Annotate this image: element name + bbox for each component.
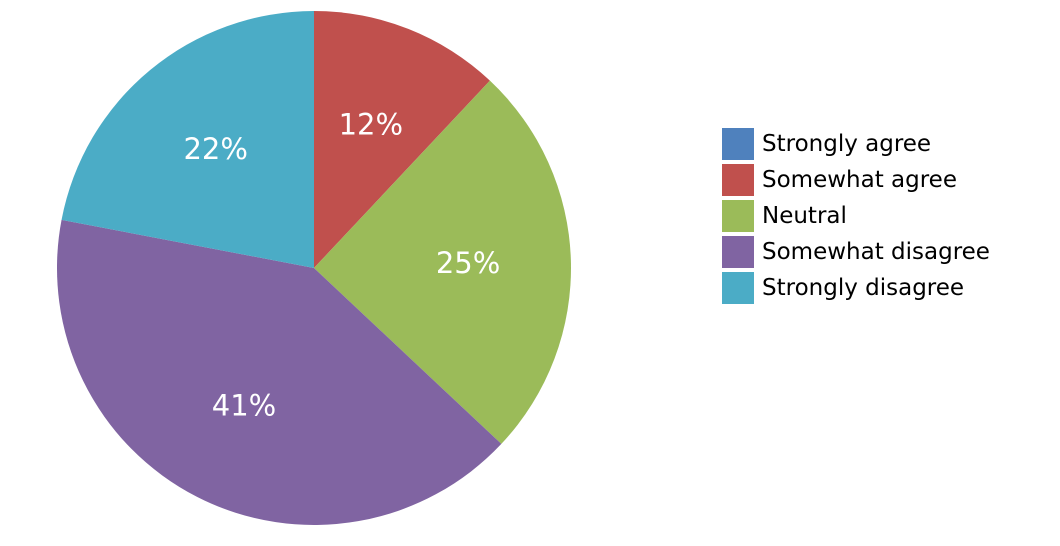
legend-swatch-somewhat-agree <box>722 164 754 196</box>
legend-item-somewhat-agree: Somewhat agree <box>722 162 990 198</box>
pie-data-labels: 12% 25% 41% 22% <box>183 108 500 423</box>
pie-slice-somewhat-agree <box>314 11 490 268</box>
data-label-somewhat-disagree: 41% <box>212 388 276 422</box>
legend-swatch-strongly-disagree <box>722 272 754 304</box>
pie-slice-neutral <box>314 80 571 444</box>
legend-swatch-somewhat-disagree <box>722 236 754 268</box>
legend-item-neutral: Neutral <box>722 198 990 234</box>
legend-label-strongly-disagree: Strongly disagree <box>762 275 965 301</box>
legend-item-strongly-agree: Strongly agree <box>722 126 990 162</box>
legend-swatch-strongly-agree <box>722 128 754 160</box>
pie-slice-strongly-disagree <box>61 11 314 268</box>
data-label-somewhat-agree: 12% <box>339 108 403 142</box>
data-label-strongly-disagree: 22% <box>183 132 247 166</box>
legend-label-neutral: Neutral <box>762 203 847 229</box>
legend-label-somewhat-agree: Somewhat agree <box>762 167 957 193</box>
chart-legend: Strongly agree Somewhat agree Neutral So… <box>722 126 990 306</box>
legend-label-strongly-agree: Strongly agree <box>762 131 932 157</box>
legend-swatch-neutral <box>722 200 754 232</box>
legend-item-somewhat-disagree: Somewhat disagree <box>722 234 990 270</box>
pie-slice-somewhat-disagree <box>56 219 502 525</box>
legend-item-strongly-disagree: Strongly disagree <box>722 270 990 306</box>
data-label-neutral: 25% <box>436 246 500 280</box>
legend-label-somewhat-disagree: Somewhat disagree <box>762 239 990 265</box>
pie-slices <box>56 11 571 525</box>
